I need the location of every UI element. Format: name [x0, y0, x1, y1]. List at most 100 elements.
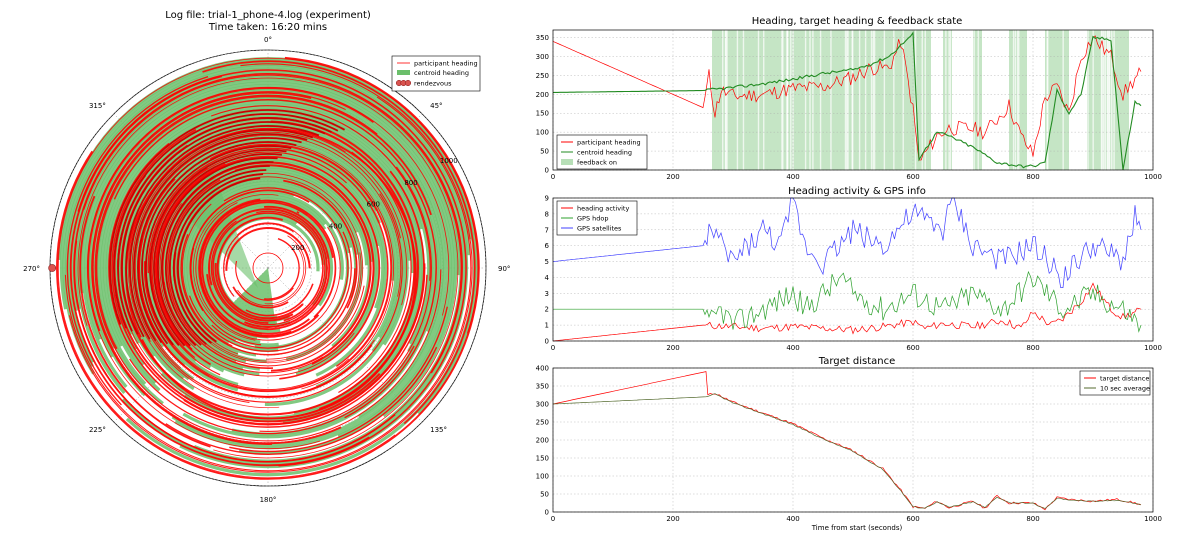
y-tick-label: 0 [545, 338, 549, 346]
series-line [552, 371, 1142, 511]
feedback-gap [809, 30, 811, 170]
participant-arc [134, 134, 402, 369]
polar-chart: Log file: trial-1_phone-4.log (experimen… [23, 10, 510, 504]
participant-arc [174, 252, 362, 362]
series-line [553, 270, 1142, 333]
x-tick-label: 400 [786, 515, 799, 523]
participant-arc [167, 179, 274, 369]
participant-arc [177, 177, 261, 343]
centroid-arc [84, 84, 452, 438]
centroid-arc [178, 178, 358, 357]
participant-arc [68, 63, 473, 473]
polar-title-line2: Time taken: 16:20 mins [208, 22, 327, 33]
polar-radius-label: 800 [404, 179, 417, 187]
participant-arc [108, 142, 428, 428]
participant-arc [235, 260, 294, 301]
participant-arc [252, 252, 284, 284]
x-tick-label: 0 [551, 173, 555, 181]
participant-arc [264, 244, 305, 305]
participant-arc [193, 194, 279, 341]
feedback-gap [940, 30, 942, 170]
y-tick-label: 7 [545, 226, 549, 234]
feedback-gap [1035, 30, 1037, 170]
participant-arc [202, 60, 476, 425]
centroid-arc [92, 92, 444, 419]
feedback-gap [902, 30, 904, 170]
y-tick-label: 100 [536, 473, 549, 481]
y-tick-label: 350 [536, 34, 549, 42]
centroid-arc [202, 202, 334, 334]
participant-arc [223, 223, 294, 297]
series-line [552, 35, 1142, 161]
participant-arc [210, 105, 431, 281]
polar-legend-participant: participant heading [414, 60, 478, 68]
feedback-span [1045, 30, 1069, 170]
polar-angle-label: 45° [430, 102, 442, 110]
centroid-arc [89, 89, 447, 447]
y-tick-label: 300 [536, 401, 549, 409]
x-tick-label: 600 [906, 515, 919, 523]
feedback-gap [873, 30, 876, 170]
feedback-gap [757, 30, 760, 170]
y-tick-label: 250 [536, 72, 549, 80]
feedback-gap [851, 30, 853, 170]
polar-radius-label: 1000 [440, 157, 458, 165]
feedback-gap [1104, 30, 1106, 170]
participant-arc [199, 199, 337, 337]
participant-arc [137, 137, 302, 344]
feedback-gap [986, 30, 988, 170]
participant-arc [259, 166, 432, 432]
panel3-xlabel: Time from start (seconds) [811, 524, 903, 532]
x-tick-label: 200 [666, 515, 679, 523]
participant-arc [296, 211, 300, 214]
series-line [552, 197, 1142, 288]
plot-frame [552, 367, 1154, 513]
polar-angle-label: 90° [498, 265, 510, 273]
series-line [552, 282, 1142, 342]
centroid-arc [78, 78, 458, 418]
feedback-span [712, 30, 931, 170]
feedback-gap [1111, 30, 1113, 170]
feedback-gap [847, 30, 849, 170]
y-tick-label: 150 [536, 110, 549, 118]
plot-area [553, 198, 1153, 341]
panel-distance: Target distance Time from start (seconds… [536, 356, 1162, 532]
participant-arc [234, 164, 372, 372]
y-tick-label: 0 [545, 509, 549, 517]
feedback-gap [812, 30, 814, 170]
participant-arc [147, 147, 389, 367]
polar-legend-rendezvous: rendezvous [414, 80, 452, 88]
feedback-gap [1062, 30, 1064, 170]
participant-arc [113, 99, 437, 419]
x-tick-label: 800 [1026, 515, 1039, 523]
participant-arc [91, 91, 342, 445]
participant-arc [109, 109, 346, 325]
feedback-gap [948, 30, 950, 170]
feedback-gap [1004, 30, 1006, 170]
x-tick-label: 0 [551, 344, 555, 352]
feedback-gap [996, 30, 998, 170]
participant-arc [237, 222, 311, 253]
participant-arc [131, 131, 401, 403]
participant-arc [212, 212, 324, 324]
participant-arc [79, 195, 211, 448]
feedback-gap [958, 30, 960, 170]
participant-arc [77, 77, 459, 459]
participant-arc [153, 153, 283, 347]
centroid-arc [81, 81, 455, 455]
series-line [553, 31, 1142, 171]
feedback-gap [924, 30, 926, 170]
legend-swatch [561, 159, 573, 165]
panel-gps: Heading activity & GPS info 0 1 2 3 4 5 6 7 8 9 0 2… [545, 186, 1162, 352]
feedback-gap [1100, 30, 1103, 170]
legend-label: participant heading [577, 138, 641, 146]
polar-angle-label: 135° [430, 426, 447, 434]
x-tick-label: 400 [786, 173, 799, 181]
participant-arc [165, 346, 438, 455]
legend-label: GPS satellites [577, 224, 622, 232]
participant-arc [198, 198, 320, 338]
polar-legend: participant heading centroid heading ren… [391, 55, 481, 92]
feedback-gap [973, 30, 975, 170]
x-tick-label: 600 [906, 173, 919, 181]
participant-arc [133, 133, 308, 342]
